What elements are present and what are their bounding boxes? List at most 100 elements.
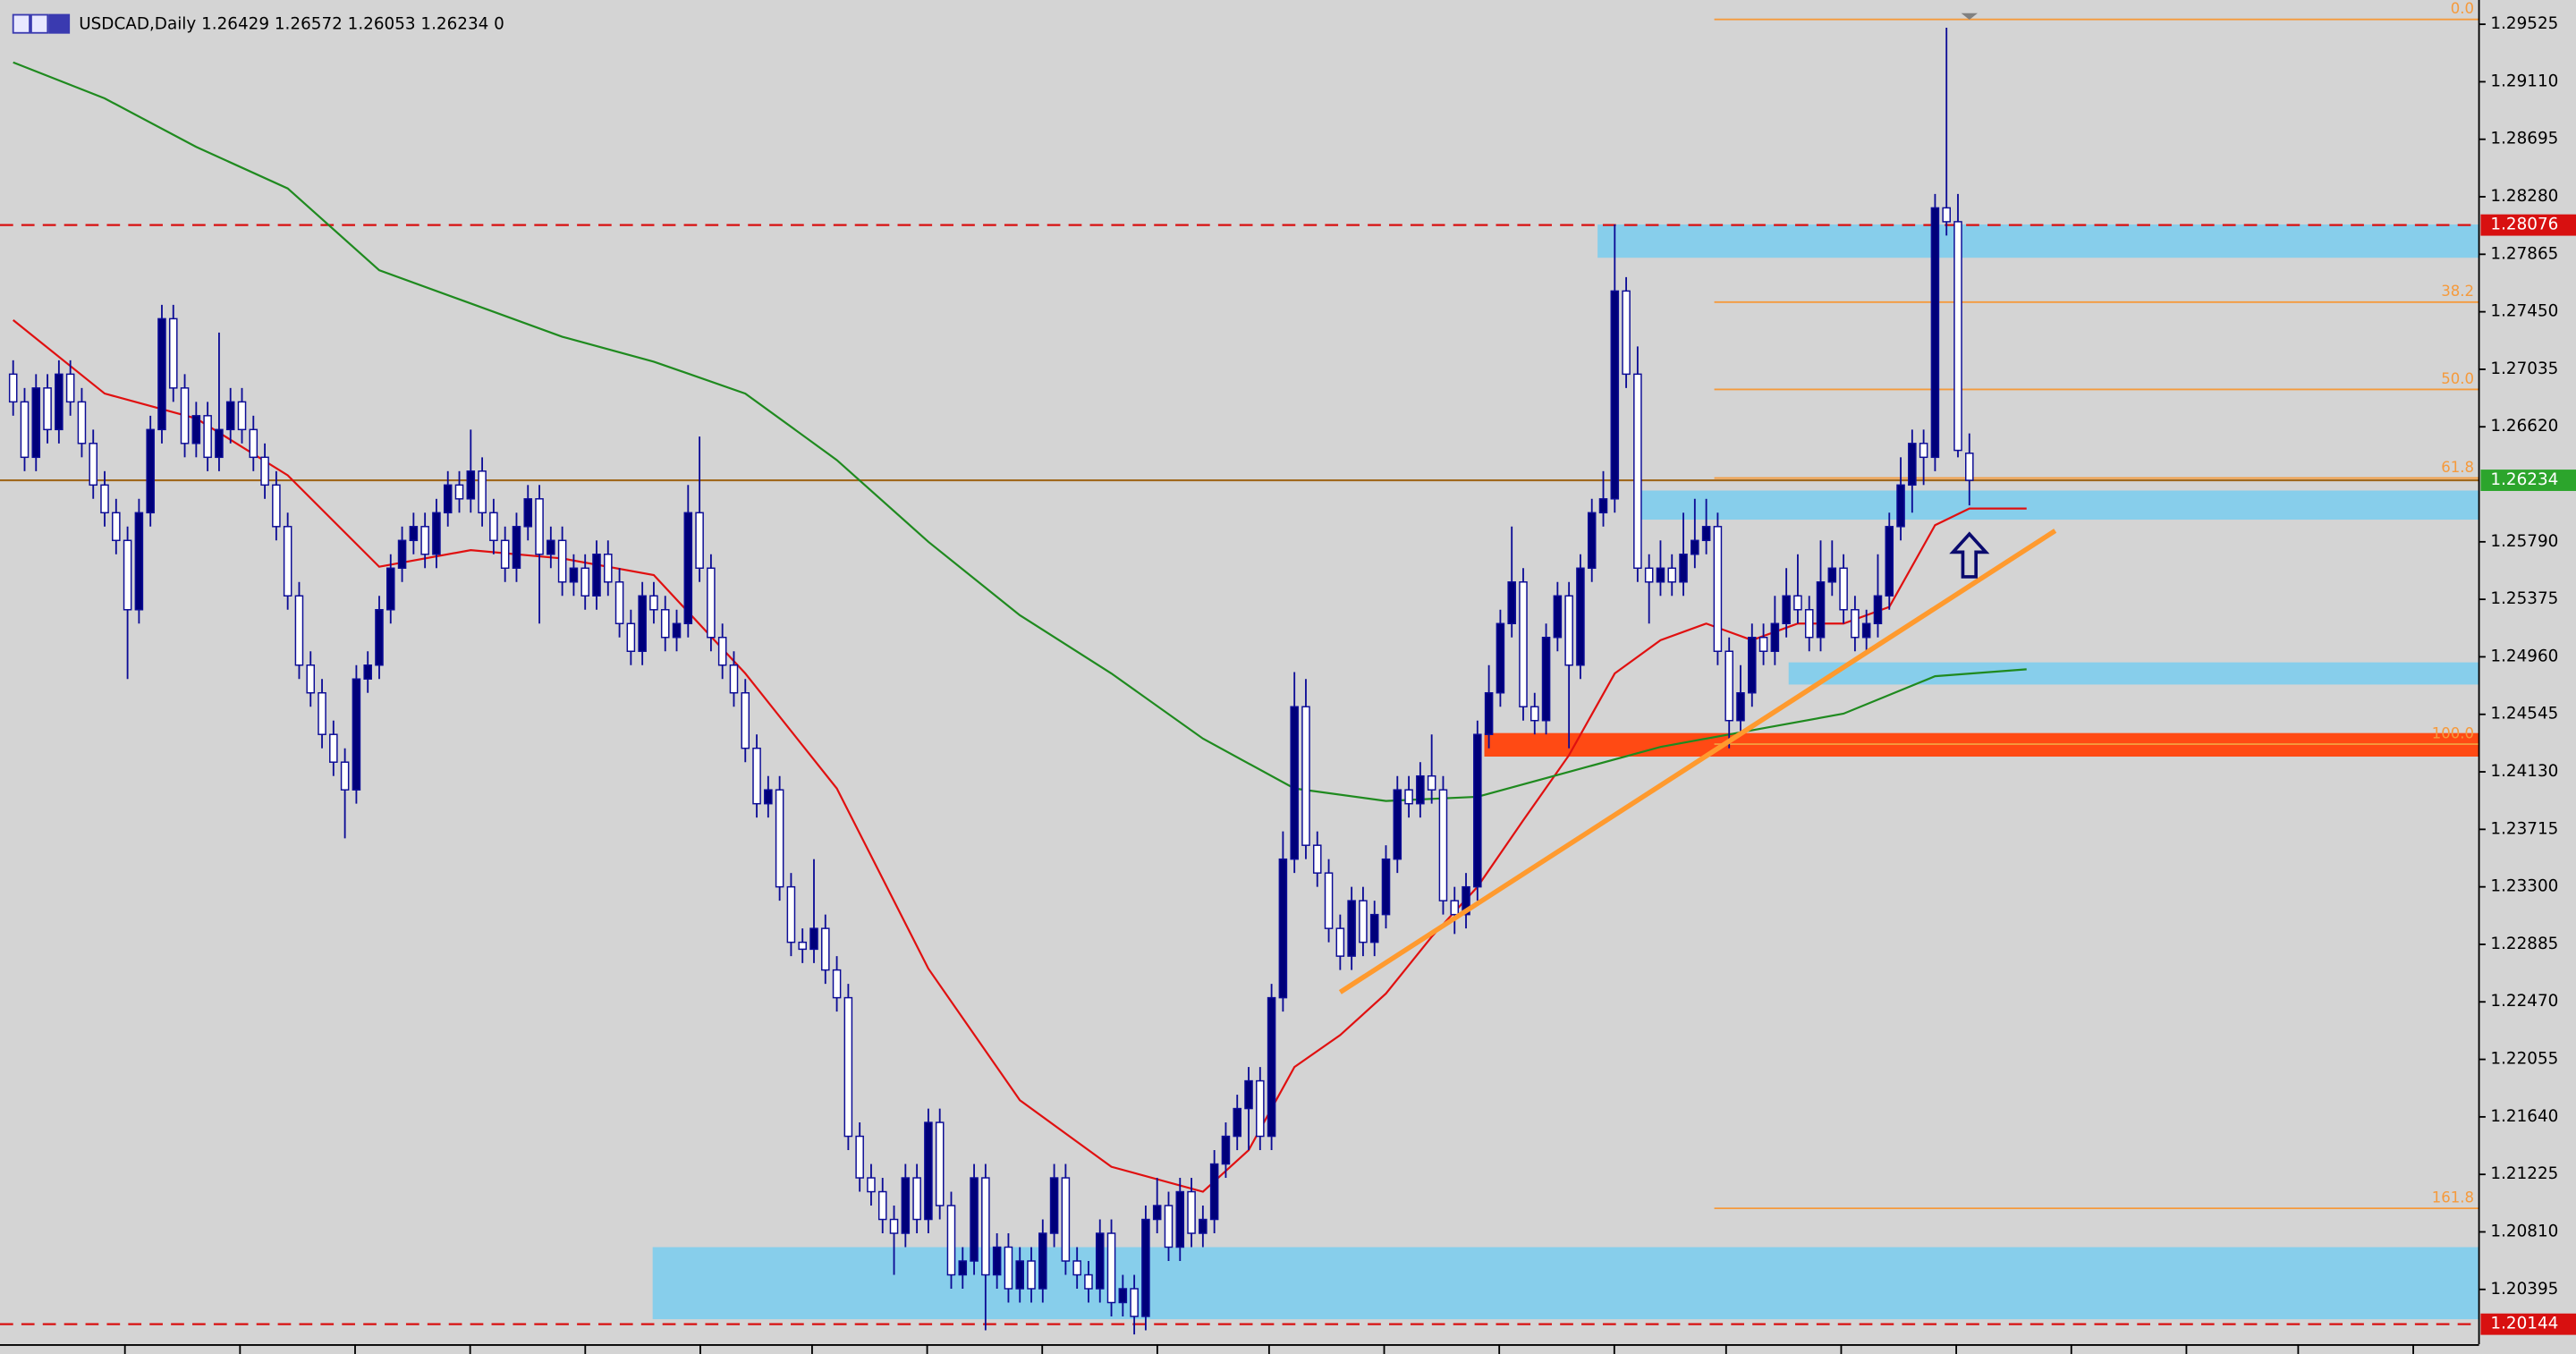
y-tick-label: 1.27450	[2490, 302, 2558, 321]
candle-body-bear	[660, 609, 670, 639]
y-tick-label: 1.23300	[2490, 877, 2558, 896]
candle-body-bear	[843, 996, 853, 1138]
zone	[1597, 224, 2479, 258]
candle-body-bear	[249, 428, 258, 459]
candle-body-bull	[1885, 526, 1894, 597]
candle-body-bull	[146, 428, 155, 514]
candle-body-bear	[1335, 927, 1345, 957]
candle-body-bear	[1622, 290, 1631, 376]
candle-body-bull	[1049, 1177, 1059, 1234]
candle-body-bull	[225, 401, 235, 431]
candle-body-bear	[1301, 706, 1310, 846]
price-label: 1.26234	[2490, 470, 2558, 489]
candle-body-bull	[1587, 512, 1597, 570]
candle-body-bear	[1164, 1205, 1174, 1248]
candle-body-bull	[547, 539, 555, 555]
candle-body-bear	[180, 387, 190, 444]
candle-body-bear	[981, 1177, 990, 1276]
y-tick-label: 1.20395	[2490, 1280, 2558, 1299]
y-tick-label: 1.29525	[2490, 14, 2558, 33]
candle-body-bull	[1233, 1107, 1242, 1138]
fib-label: 100.0	[2432, 725, 2474, 742]
candle-body-bull	[134, 512, 144, 611]
candle-body-bull	[1782, 595, 1791, 624]
candle-body-bear	[1438, 789, 1448, 901]
candle-body-bull	[1393, 789, 1402, 860]
candle-body-bull	[409, 526, 419, 542]
candle-body-bear	[1004, 1246, 1013, 1290]
candle-body-bear	[203, 415, 212, 459]
candle-body-bear	[535, 498, 544, 555]
candle-body-bear	[1106, 1232, 1116, 1304]
candle-body-bear	[1130, 1288, 1139, 1317]
candle-body-bull	[1473, 733, 1482, 888]
candle-body-bear	[1084, 1274, 1093, 1290]
candle-body-bear	[626, 622, 636, 652]
y-tick-label: 1.22470	[2490, 992, 2558, 1011]
candle-body-bull	[1369, 913, 1379, 944]
candle-body-bull	[31, 387, 41, 459]
y-tick-label: 1.25375	[2490, 589, 2558, 608]
candle-body-bull	[512, 526, 521, 570]
candle-body-bear	[237, 401, 247, 431]
fib-label: 38.2	[2441, 283, 2474, 300]
candle-body-bear	[89, 443, 98, 487]
candle-body-bull	[1690, 539, 1699, 555]
candle-body-bull	[1816, 581, 1826, 639]
candle-body-bear	[1965, 453, 1974, 481]
candle-body-bear	[420, 526, 429, 555]
shift-marker	[1961, 13, 1979, 21]
y-tick-label: 1.26620	[2490, 417, 2558, 436]
candle-body-bull	[523, 498, 533, 528]
candle-body-bear	[8, 373, 18, 403]
candle-body-bear	[77, 401, 87, 444]
candle-body-bear	[741, 691, 750, 749]
candle-body-bull	[1199, 1218, 1208, 1234]
candle-body-bull	[1736, 691, 1745, 722]
candle-body-bull	[1701, 526, 1711, 542]
candle-body-bear	[1324, 872, 1334, 929]
fib-label: 61.8	[2441, 459, 2474, 476]
candle-body-bear	[489, 512, 498, 542]
candle-body-bear	[1953, 221, 1962, 452]
candle-body-bear	[100, 484, 109, 514]
candle-body-bull	[466, 470, 476, 500]
zone	[1639, 490, 2479, 520]
candle-body-bear	[1564, 595, 1573, 666]
candle-body-bear	[1450, 900, 1460, 916]
candle-body-bull	[1290, 706, 1299, 860]
candle-body-bear	[20, 401, 30, 459]
candle-body-bull	[375, 609, 384, 666]
y-tick-label: 1.21640	[2490, 1107, 2558, 1126]
candle-body-bull	[1484, 691, 1494, 735]
candle-body-bull	[1267, 996, 1276, 1138]
candle-body-bull	[1827, 567, 1837, 583]
candle-body-bull	[1861, 622, 1871, 639]
candle-body-bull	[592, 554, 601, 597]
candle-body-bear	[123, 539, 132, 611]
candle-body-bull	[1553, 595, 1563, 639]
candle-body-bull	[1244, 1079, 1253, 1110]
candle-body-bull	[970, 1177, 979, 1262]
candle-body-bear	[1027, 1260, 1036, 1290]
price-label: 1.20144	[2490, 1315, 2558, 1333]
candle-body-bear	[889, 1218, 899, 1234]
candle-body-bull	[901, 1177, 911, 1234]
candle-body-bear	[1724, 650, 1733, 722]
candle-body-bear	[786, 885, 796, 944]
candle-body-bear	[272, 484, 281, 528]
candle-body-bull	[191, 415, 201, 444]
candle-body-bull	[1278, 858, 1288, 999]
candle-body-bear	[1072, 1260, 1081, 1276]
candle-body-bull	[1095, 1232, 1105, 1290]
candle-body-bear	[1256, 1079, 1265, 1138]
candle-body-bear	[695, 512, 704, 570]
y-tick-label: 1.20810	[2490, 1222, 2558, 1240]
y-tick-label: 1.29110	[2490, 72, 2558, 90]
candle-body-bear	[729, 664, 739, 694]
y-tick-label: 1.25790	[2490, 532, 2558, 551]
candle-body-bear	[454, 484, 464, 500]
overlay-layer: 0.0 38.2 50.0 61.8 100.0 161.8	[1338, 0, 2474, 1206]
candle-body-bear	[294, 595, 304, 666]
candle-body-bull	[1209, 1163, 1219, 1221]
